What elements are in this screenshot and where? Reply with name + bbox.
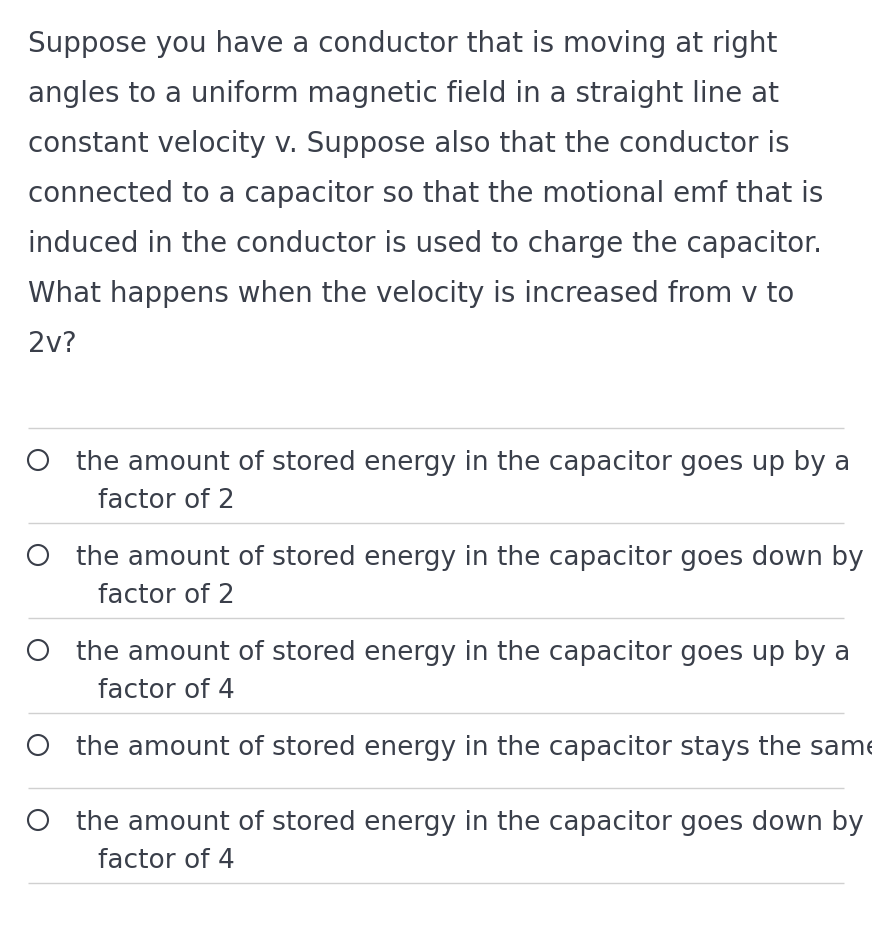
Text: the amount of stored energy in the capacitor stays the same: the amount of stored energy in the capac… [76, 735, 872, 761]
Text: connected to a capacitor so that the motional emf that is: connected to a capacitor so that the mot… [28, 180, 823, 208]
Text: the amount of stored energy in the capacitor goes down by a: the amount of stored energy in the capac… [76, 545, 872, 571]
Text: Suppose you have a conductor that is moving at right: Suppose you have a conductor that is mov… [28, 30, 777, 58]
Text: factor of 2: factor of 2 [98, 488, 235, 514]
Text: angles to a uniform magnetic field in a straight line at: angles to a uniform magnetic field in a … [28, 80, 779, 108]
Text: the amount of stored energy in the capacitor goes up by a: the amount of stored energy in the capac… [76, 450, 850, 476]
Text: factor of 4: factor of 4 [98, 678, 235, 704]
Text: the amount of stored energy in the capacitor goes up by a: the amount of stored energy in the capac… [76, 640, 850, 666]
Text: constant velocity v. Suppose also that the conductor is: constant velocity v. Suppose also that t… [28, 130, 790, 158]
Text: induced in the conductor is used to charge the capacitor.: induced in the conductor is used to char… [28, 230, 822, 258]
Text: factor of 2: factor of 2 [98, 583, 235, 609]
Text: the amount of stored energy in the capacitor goes down by a: the amount of stored energy in the capac… [76, 810, 872, 836]
Text: What happens when the velocity is increased from v to: What happens when the velocity is increa… [28, 280, 794, 308]
Text: 2v?: 2v? [28, 330, 77, 358]
Text: factor of 4: factor of 4 [98, 848, 235, 874]
